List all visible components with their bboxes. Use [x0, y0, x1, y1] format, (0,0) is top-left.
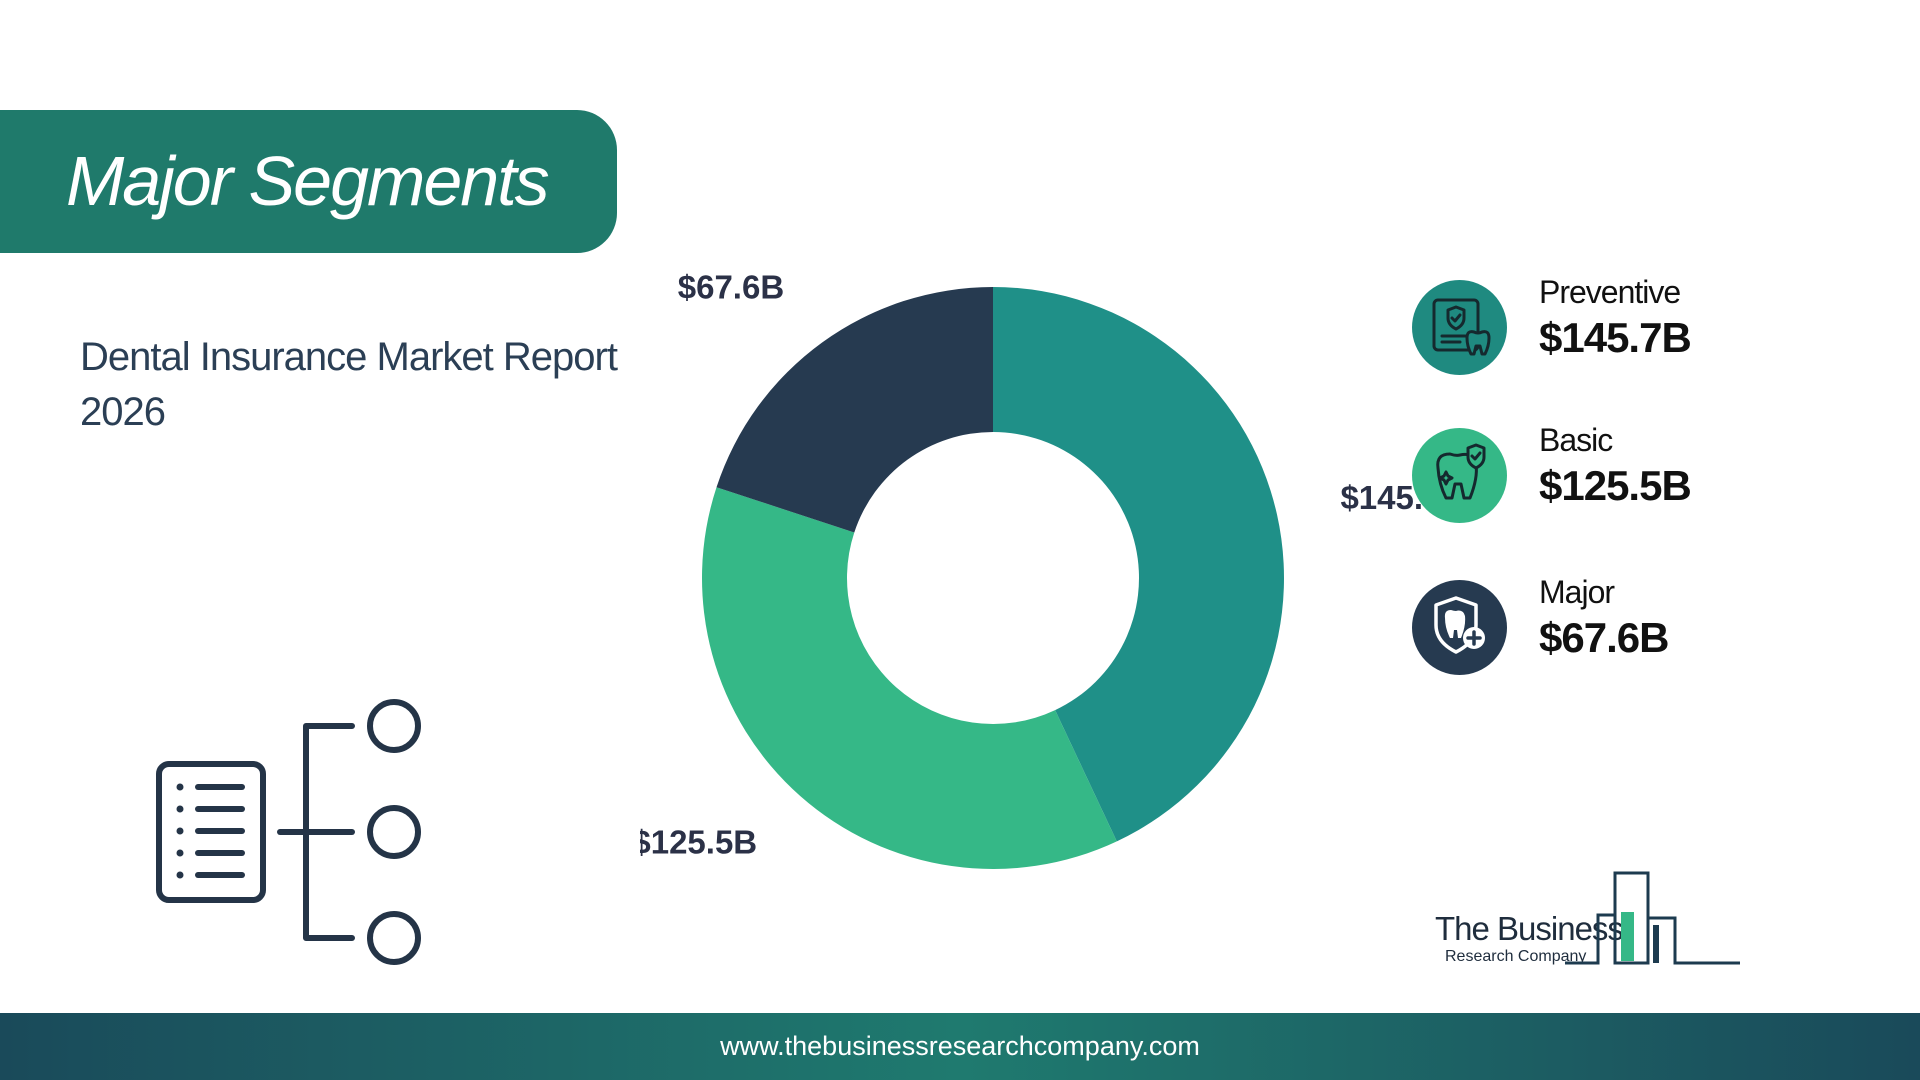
footer-bar: www.thebusinessresearchcompany.com [0, 1013, 1920, 1080]
footer-url[interactable]: www.thebusinessresearchcompany.com [720, 1031, 1200, 1061]
logo-subtext: Research Company [1445, 948, 1587, 965]
tooth-shield-sparkle-icon [1412, 428, 1507, 523]
page-title: Major Segments [66, 142, 550, 220]
tooth-document-shield-icon [1412, 280, 1507, 375]
legend-item-preventive: Preventive $145.7B [1410, 270, 1870, 380]
list-tree-icon [156, 699, 421, 965]
legend-value: $125.5B [1539, 462, 1692, 509]
donut-chart: $145.7B$125.5B$67.6B [640, 268, 1460, 869]
legend-value: $67.6B [1539, 614, 1669, 661]
tooth-shield-plus-icon [1412, 580, 1507, 675]
donut-slice-preventive [993, 287, 1285, 842]
legend-item-basic: Basic $125.5B [1410, 418, 1870, 528]
data-label-major: $67.6B [678, 268, 784, 305]
company-logo: The Business Research Company [1435, 870, 1745, 970]
title-banner: Major Segments [0, 110, 617, 253]
legend-item-major: Major $67.6B [1410, 570, 1870, 680]
legend-name: Basic [1539, 422, 1613, 458]
legend-name: Preventive [1539, 274, 1681, 310]
data-label-basic: $125.5B [640, 823, 757, 860]
legend-name: Major [1539, 574, 1615, 610]
logo-text: The Business [1435, 910, 1624, 947]
building-bars-icon [1565, 871, 1740, 965]
legend-value: $145.7B [1539, 314, 1692, 361]
donut-slice-basic [702, 487, 1117, 869]
report-subtitle: Dental Insurance Market Report 2026 [80, 335, 618, 434]
donut-slice-major [716, 287, 993, 533]
